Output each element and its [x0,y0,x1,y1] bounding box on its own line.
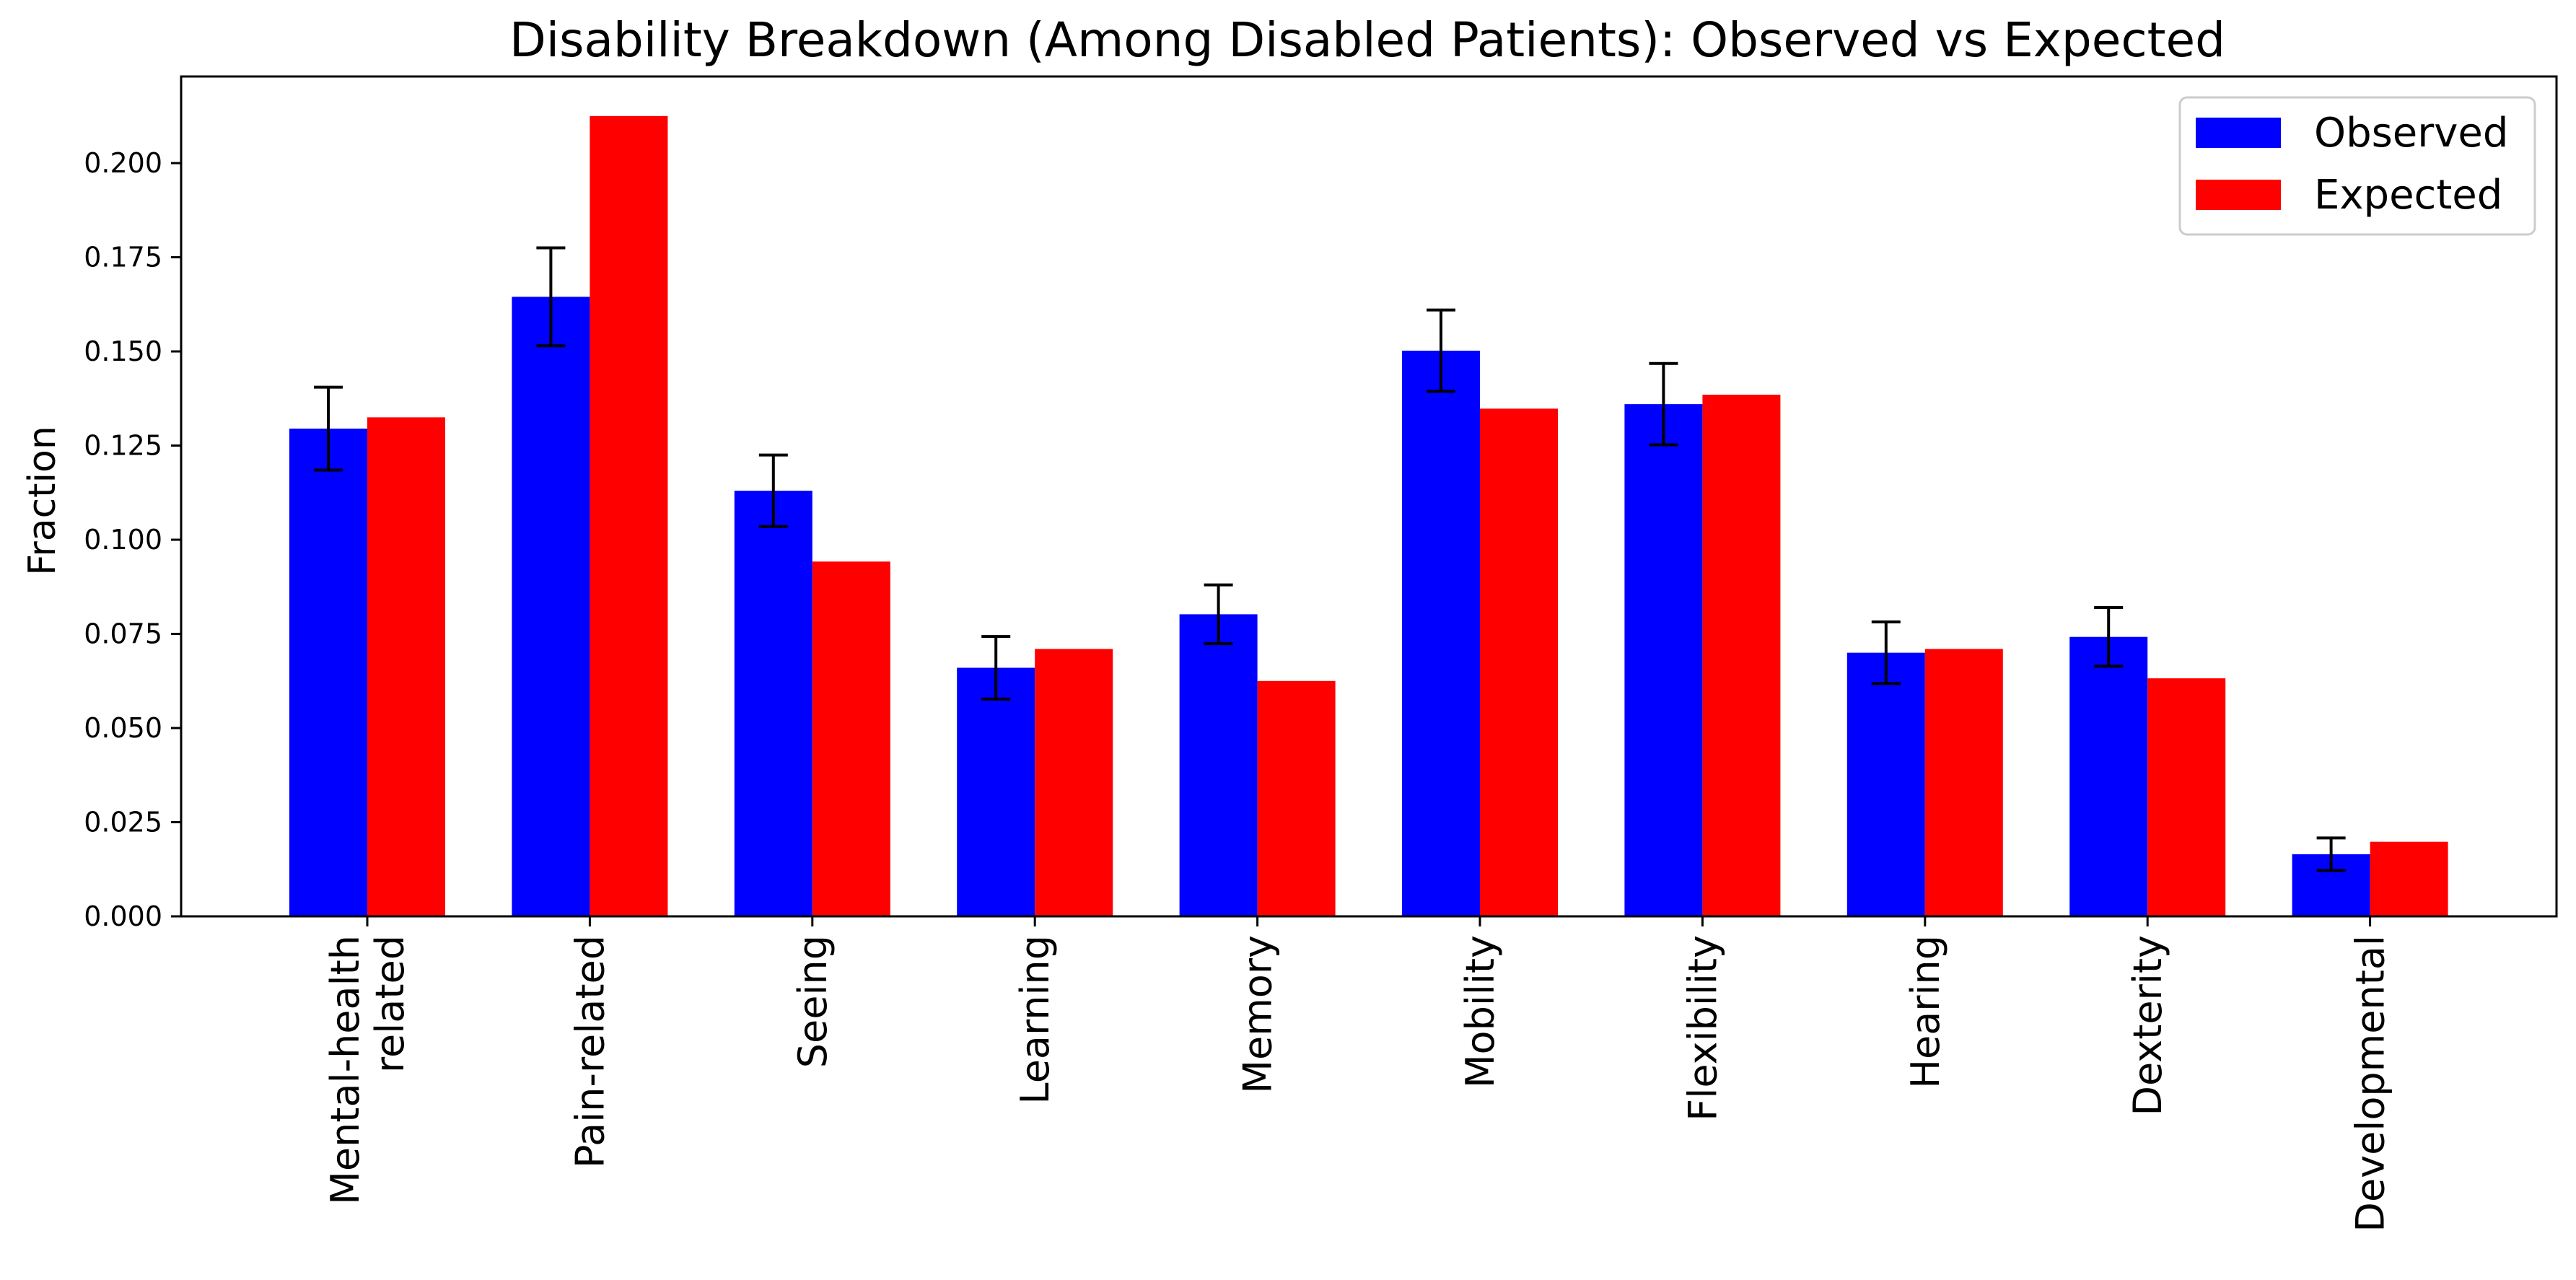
bar-observed-7 [1846,652,1925,916]
legend-swatch-observed [2196,118,2281,148]
y-tick-label-0: 0.000 [84,900,162,932]
plot-frame [180,75,2558,918]
x-tick-label-3: Learning [1012,935,1058,1104]
legend-label-observed: Observed [2314,110,2508,157]
error-bar-7 [1871,620,1901,685]
bar-observed-6 [1624,404,1703,916]
legend-swatch-expected [2196,180,2281,210]
bar-expected-9 [2370,841,2448,916]
legend-label-expected: Expected [2314,172,2502,219]
legend: Observed Expected [2178,96,2536,236]
x-tick-label-1: Pain-related [567,935,613,1168]
error-bar-0 [314,385,343,472]
error-bar-6 [1649,361,1678,447]
bar-observed-1 [512,297,590,916]
x-tick-label-9: Developmental [2348,935,2393,1232]
bar-expected-8 [2147,678,2226,916]
bar-observed-3 [957,667,1035,916]
x-tick-label-3-line-0: Learning [1012,935,1058,1104]
error-bar-5 [1427,308,1455,393]
bar-observed-0 [289,429,367,916]
chart-title: Disability Breakdown (Among Disabled Pat… [509,12,2225,68]
y-tick-label-2: 0.050 [84,712,162,744]
x-tick-label-0-line-0: Mental-health [323,935,368,1205]
bar-observed-4 [1179,614,1258,916]
y-tick-label-8: 0.200 [84,147,162,179]
x-tick-label-4-line-0: Memory [1235,935,1281,1094]
x-tick-label-5-line-0: Mobility [1458,935,1503,1088]
bar-expected-4 [1257,680,1336,916]
bar-observed-2 [734,491,812,916]
x-tick-label-7: Hearing [1903,935,1948,1089]
x-tick-label-8: Dexterity [2125,935,2170,1116]
x-tick-label-0-line-1: related [367,935,413,1073]
error-bar-8 [2094,605,2124,668]
bar-expected-5 [1480,408,1558,916]
error-bar-9 [2316,836,2346,872]
x-tick-label-2: Seeing [790,935,836,1068]
bar-expected-1 [590,115,668,917]
error-bar-2 [758,453,788,528]
bar-expected-2 [812,561,890,916]
x-tick-label-9-line-0: Developmental [2348,935,2393,1232]
x-tick-label-7-line-0: Hearing [1903,935,1948,1089]
x-tick-label-5: Mobility [1458,935,1503,1088]
error-bar-3 [981,635,1011,701]
x-tick-label-6: Flexibility [1680,935,1725,1121]
plot-area: 0.000 0.025 0.050 0.075 0.100 0.125 0.150 0.175… [84,75,2558,1232]
y-tick-label-4: 0.100 [84,524,162,556]
bar-expected-6 [1702,395,1781,916]
y-tick-label-3: 0.075 [84,618,162,650]
bar-expected-0 [367,417,445,916]
y-axis-label: Fraction [21,426,64,576]
error-bar-4 [1204,583,1233,646]
error-bar-1 [536,246,566,348]
y-tick-label-7: 0.175 [84,242,162,273]
x-tick-label-1-line-0: Pain-related [567,935,613,1168]
y-tick-label-1: 0.025 [84,807,162,838]
bar-expected-7 [1924,649,2003,916]
x-tick-label-0: Mental-health related [323,935,413,1205]
x-tick-label-6-line-0: Flexibility [1680,935,1725,1121]
bar-observed-8 [2069,636,2148,916]
y-tick-label-6: 0.150 [84,336,162,367]
bar-observed-5 [1402,350,1480,916]
x-tick-label-4: Memory [1235,935,1281,1094]
y-tick-label-5: 0.125 [84,430,162,462]
x-tick-label-2-line-0: Seeing [790,935,836,1068]
bar-expected-3 [1035,649,1113,916]
x-tick-label-8-line-0: Dexterity [2125,935,2170,1116]
